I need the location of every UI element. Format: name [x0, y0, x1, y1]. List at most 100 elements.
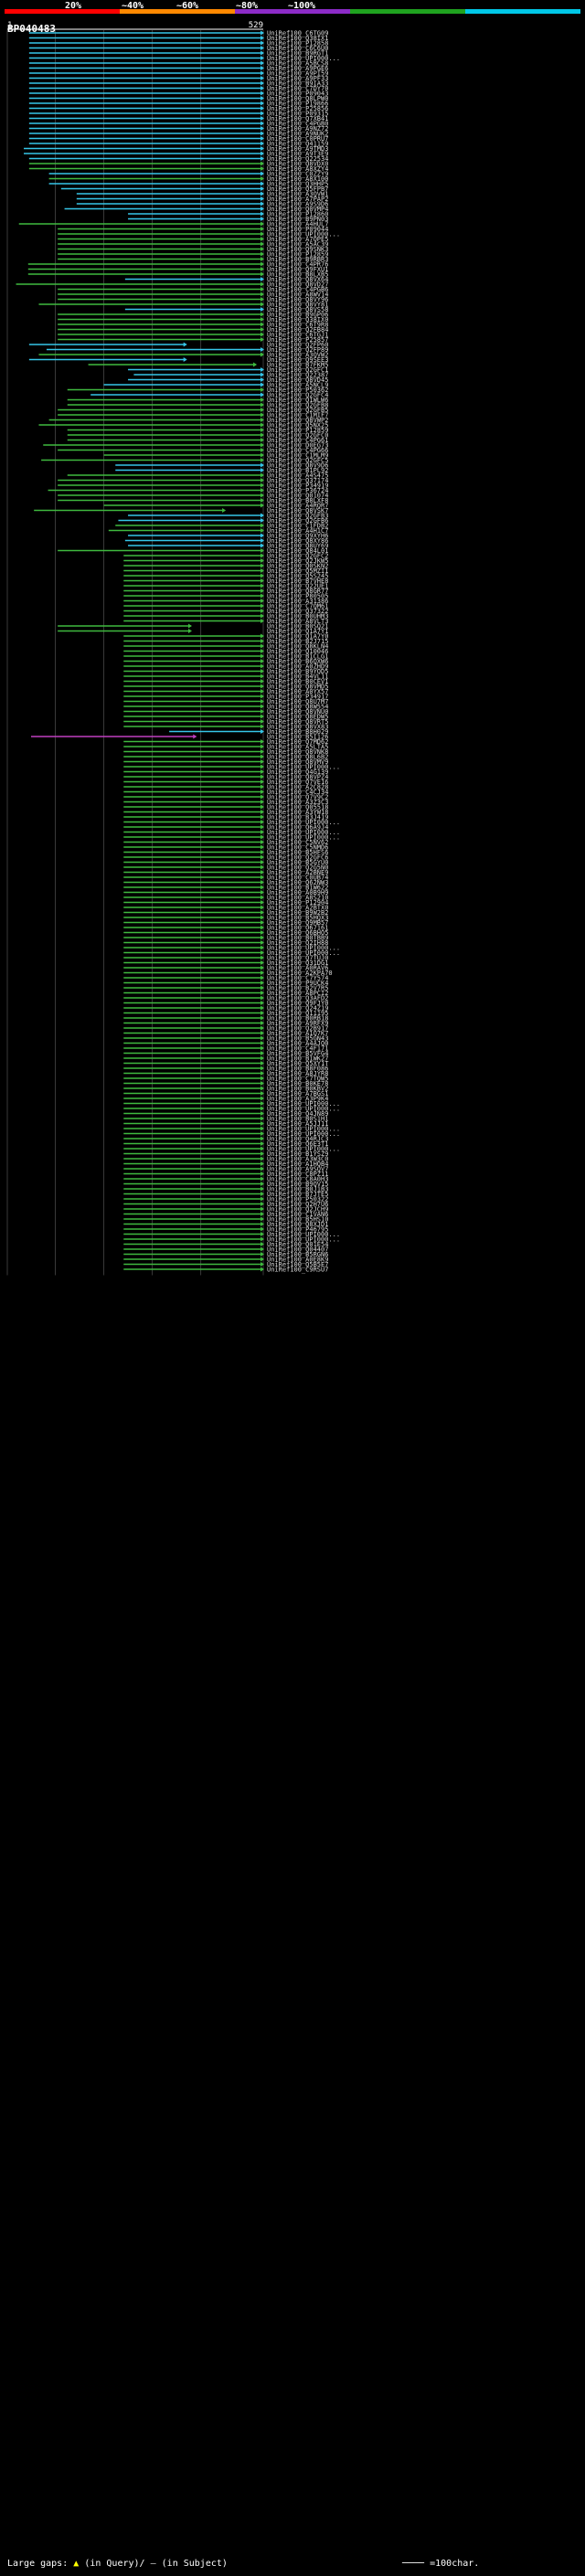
- hit-row[interactable]: UniRef100_D0EG73: [43, 442, 328, 450]
- hit-row[interactable]: UniRef100_Q38IX1: [28, 35, 329, 42]
- hit-row[interactable]: UniRef100_P50362: [67, 387, 329, 394]
- hit-label[interactable]: UniRef100_Q24Z19: [267, 1005, 328, 1012]
- hit-label[interactable]: UniRef100_C1FDB2: [267, 523, 328, 530]
- hit-row[interactable]: UniRef100_B2V7R5: [123, 985, 328, 992]
- hit-label[interactable]: UniRef100_A9PGE6: [267, 65, 328, 72]
- hit-label[interactable]: UniRef100_Q2B917: [267, 1025, 328, 1033]
- hit-row[interactable]: UniRef100_Q37174: [58, 477, 328, 484]
- hit-label[interactable]: UniRef100_B1W622: [267, 885, 328, 892]
- hit-row[interactable]: UniRef100_UPI000...: [28, 55, 340, 62]
- hit-label[interactable]: UniRef100_Q4JN89: [267, 1110, 328, 1118]
- hit-row[interactable]: UniRef100_A9SQV7: [123, 1166, 328, 1173]
- hit-row[interactable]: UniRef100_Q2JCH9: [123, 1206, 328, 1214]
- hit-label[interactable]: UniRef100_A8WV14: [267, 292, 328, 299]
- hit-row[interactable]: UniRef100_P09315: [28, 111, 329, 118]
- hit-label[interactable]: UniRef100_A9S9D6: [267, 201, 328, 208]
- hit-row[interactable]: UniRef100_A9PGE6: [28, 65, 329, 72]
- hit-label[interactable]: UniRef100_B8H029: [267, 728, 328, 736]
- hit-label[interactable]: UniRef100_UPI000...: [267, 1130, 340, 1138]
- hit-label[interactable]: UniRef100_Q7TUJ0: [267, 955, 328, 962]
- hit-label[interactable]: UniRef100_C1VAN6: [267, 1211, 328, 1218]
- hit-label[interactable]: UniRef100_C7DY70: [267, 85, 328, 92]
- hit-row[interactable]: UniRef100_B1PL92: [115, 467, 328, 474]
- hit-row[interactable]: UniRef100_Q2IH88: [123, 939, 328, 947]
- hit-row[interactable]: UniRef100_A4S475: [67, 472, 329, 480]
- hit-label[interactable]: UniRef100_B5HFS6: [267, 849, 328, 856]
- hit-row[interactable]: UniRef100_B2J715: [123, 638, 328, 645]
- hit-label[interactable]: UniRef100_C9RSU7: [267, 1267, 328, 1274]
- hit-row[interactable]: UniRef100_A9S9D6: [76, 201, 329, 208]
- hit-row[interactable]: UniRef100_Q8VWP2: [48, 417, 329, 424]
- hit-row[interactable]: UniRef100_Q22UE1: [123, 583, 328, 590]
- hit-row[interactable]: UniRef100_Q9XYH6: [128, 533, 328, 540]
- hit-label[interactable]: UniRef100_Q4G139: [267, 769, 328, 776]
- hit-label[interactable]: UniRef100_C4PGB6: [267, 286, 328, 293]
- hit-row[interactable]: UniRef100_O67161: [123, 925, 328, 932]
- hit-row[interactable]: UniRef100_B0KE78: [123, 1080, 328, 1087]
- hit-label[interactable]: UniRef100_B8LXF8: [267, 497, 328, 504]
- hit-label[interactable]: UniRef100_Q2GFB3: [267, 513, 328, 520]
- hit-label[interactable]: UniRef100_A9SQV7: [267, 1166, 328, 1173]
- hit-row[interactable]: UniRef100_Q8VDX0: [28, 161, 329, 168]
- hit-row[interactable]: UniRef100_Q2GFB6: [118, 517, 328, 525]
- hit-label[interactable]: UniRef100_B0TBB9: [267, 935, 328, 942]
- hit-row[interactable]: UniRef100_Q2B917: [123, 1025, 328, 1033]
- hit-row[interactable]: UniRef100_C4PG66: [58, 447, 328, 454]
- hit-row[interactable]: UniRef100_C4CJ34: [123, 789, 328, 796]
- hit-row[interactable]: UniRef100_C5NV62: [123, 839, 328, 846]
- hit-row[interactable]: UniRef100_Q38IX0: [58, 316, 328, 323]
- hit-row[interactable]: UniRef100_C1FDB2: [115, 523, 328, 530]
- hit-row[interactable]: UniRef100_B5GYU0: [123, 859, 328, 866]
- hit-label[interactable]: UniRef100_A1Q7K7: [267, 1030, 328, 1037]
- hit-row[interactable]: UniRef100_Q2FP89: [46, 346, 328, 354]
- hit-row[interactable]: UniRef100_P19866: [28, 101, 329, 108]
- hit-row[interactable]: UniRef100_A8S210: [123, 895, 328, 902]
- hit-row[interactable]: UniRef100_A0B9H9: [123, 889, 328, 896]
- hit-label[interactable]: UniRef100_P34917: [267, 694, 328, 701]
- hit-label[interactable]: UniRef100_UPI000...: [267, 55, 340, 62]
- hit-label[interactable]: UniRef100_Q41159: [267, 141, 328, 148]
- hit-label[interactable]: UniRef100_Q05518: [267, 804, 328, 811]
- hit-row[interactable]: UniRef100_B0SQ21: [58, 623, 328, 631]
- hit-row[interactable]: UniRef100_A8X100: [48, 175, 329, 183]
- hit-row[interactable]: UniRef100_Q7V9C2: [123, 794, 328, 801]
- hit-row[interactable]: UniRef100_P46795: [123, 1226, 328, 1234]
- hit-label[interactable]: UniRef100_Q4RJC3: [267, 1136, 328, 1143]
- hit-label[interactable]: UniRef100_Q2FP60: [267, 342, 328, 349]
- hit-row[interactable]: UniRef100_B8F086: [123, 1065, 328, 1073]
- hit-row[interactable]: UniRef100_B0J1B3: [123, 1186, 328, 1193]
- hit-label[interactable]: UniRef100_Q8L6B2: [267, 754, 328, 761]
- hit-row[interactable]: UniRef100_Q8VX83: [123, 724, 328, 731]
- hit-row[interactable]: UniRef100_A2C828: [123, 784, 328, 791]
- hit-label[interactable]: UniRef100_Q31DG1: [267, 959, 328, 967]
- hit-row[interactable]: UniRef100_A31386: [123, 598, 328, 605]
- hit-row[interactable]: UniRef100_Q8EDW5: [123, 714, 328, 721]
- hit-label[interactable]: UniRef100_B1YSZ9: [267, 1150, 328, 1158]
- hit-row[interactable]: UniRef100_Q5XY1T: [123, 1060, 329, 1067]
- hit-row[interactable]: UniRef100_A0E8K9: [123, 1256, 328, 1264]
- hit-row[interactable]: UniRef100_Q2FP60: [28, 342, 329, 349]
- hit-label[interactable]: UniRef100_B5GYU0: [267, 859, 328, 866]
- hit-label[interactable]: UniRef100_C0UB74: [267, 875, 328, 882]
- hit-label[interactable]: UniRef100_A7PAP2: [267, 196, 328, 203]
- hit-row[interactable]: UniRef100_C5NMD6: [123, 844, 328, 852]
- hit-row[interactable]: UniRef100_P12858: [28, 40, 329, 48]
- hit-label[interactable]: UniRef100_B9GP06: [267, 312, 328, 319]
- hit-row[interactable]: UniRef100_P34917: [123, 694, 328, 701]
- hit-label[interactable]: UniRef100_Q8V9D6: [267, 462, 328, 470]
- hit-row[interactable]: UniRef100_Q8V9D6: [115, 462, 328, 470]
- hit-label[interactable]: UniRef100_A9PI59: [267, 70, 328, 78]
- hit-row[interactable]: UniRef100_Q1A7Y1: [58, 628, 328, 635]
- hit-label[interactable]: UniRef100_Q8VX64: [267, 276, 328, 283]
- hit-row[interactable]: UniRef100_B0S1H1: [123, 1116, 328, 1123]
- hit-row[interactable]: UniRef100_B0CEV1: [123, 678, 328, 685]
- hit-row[interactable]: UniRef100_Q04407: [123, 1246, 328, 1254]
- hit-row[interactable]: UniRef100_P12904: [123, 899, 328, 906]
- hit-row[interactable]: UniRef100_Q8VMD5: [123, 684, 328, 691]
- hit-label[interactable]: UniRef100_Q8VWP2: [267, 417, 328, 424]
- hit-label[interactable]: UniRef100_A0E8K9: [267, 1256, 328, 1264]
- hit-row[interactable]: UniRef100_Q2GFB8: [67, 402, 329, 409]
- hit-label[interactable]: UniRef100_Q2H7U6: [267, 1201, 328, 1208]
- hit-row[interactable]: UniRef100_Q3HHP5: [48, 181, 329, 188]
- hit-label[interactable]: UniRef100_Q2G5N0: [267, 864, 328, 872]
